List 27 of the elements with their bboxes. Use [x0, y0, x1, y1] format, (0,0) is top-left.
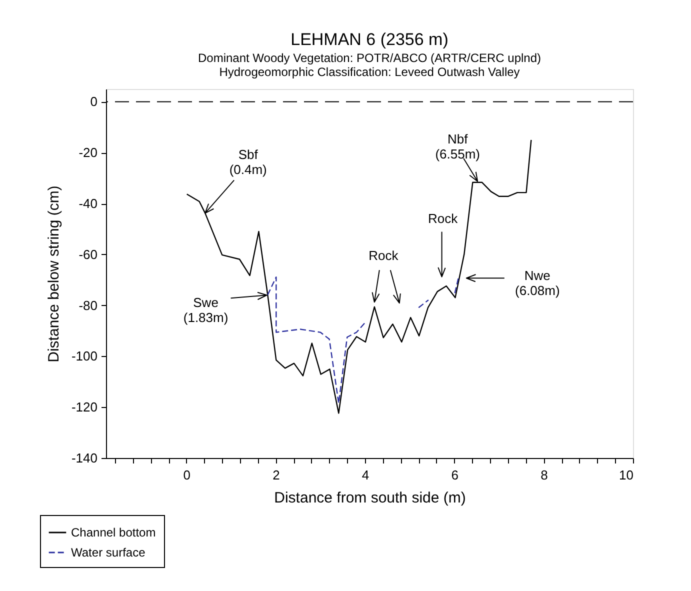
- annotation: Sbf (0.4m): [229, 147, 267, 178]
- annotation: Nwe (6.08m): [515, 268, 560, 298]
- annotation: Swe (1.83m): [183, 295, 228, 326]
- x-tick-label: 2: [272, 468, 280, 482]
- y-tick-label: -60: [78, 246, 98, 262]
- x-tick-label: 4: [362, 468, 370, 482]
- x-tick-label: 10: [619, 468, 634, 482]
- y-tick-label: -100: [71, 348, 98, 364]
- x-tick-label: 0: [183, 468, 191, 482]
- y-axis-title: Distance below string (cm): [45, 186, 62, 362]
- annotation: Rock: [368, 248, 399, 264]
- text: Dominant Woody Vegetation: POTR/ABCO (ARTR/CERC uplnd): [198, 51, 542, 65]
- legend-label: Water surface: [71, 546, 146, 560]
- y-tick-label: 0: [90, 94, 98, 110]
- x-tick-label: 8: [540, 468, 548, 482]
- annotation: Nbf (6.55m): [435, 131, 480, 162]
- x-tick-label: 6: [451, 468, 458, 482]
- y-tick-label: -20: [78, 145, 98, 160]
- y-tick-label: -80: [78, 298, 98, 313]
- legend-label: Channel bottom: [71, 526, 156, 540]
- y-tick-label: -140: [71, 450, 98, 466]
- text: Hydrogeomorphic Classification: Leveed Outwash Valley: [219, 65, 520, 79]
- y-tick-label: -40: [78, 196, 98, 212]
- x-axis-title: Distance from south side (m): [274, 490, 466, 506]
- annotation: Rock: [428, 210, 458, 226]
- y-tick-label: -120: [71, 400, 98, 415]
- chart-title: LEHMAN 6 (2356 m): [290, 30, 448, 49]
